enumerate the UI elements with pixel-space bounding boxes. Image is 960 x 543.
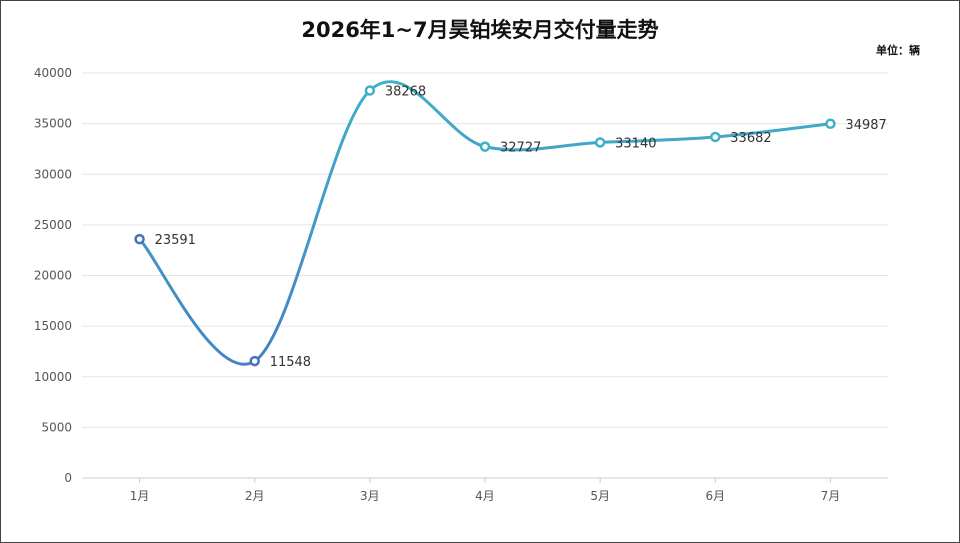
chart-title: 2026年1~7月昊铂埃安月交付量走势 xyxy=(301,18,659,42)
data-label: 34987 xyxy=(845,118,886,133)
y-tick-label: 20000 xyxy=(34,269,72,283)
y-tick-label: 15000 xyxy=(34,319,72,333)
y-tick-label: 30000 xyxy=(34,167,72,181)
x-tick-label: 7月 xyxy=(821,489,841,503)
x-tick-label: 5月 xyxy=(590,489,610,503)
series xyxy=(134,80,836,367)
x-tick-label: 2月 xyxy=(245,489,265,503)
data-label: 32727 xyxy=(500,141,541,156)
data-point[interactable] xyxy=(364,85,376,96)
x-tick-label: 4月 xyxy=(475,489,495,503)
y-axis: 0 5000 10000 15000 20000 25000 30000 35000 40000 xyxy=(34,66,72,485)
data-labels: 23591 11548 38268 32727 33140 33682 34987 xyxy=(155,85,887,371)
unit-label: 单位：辆 xyxy=(876,44,920,57)
data-point[interactable] xyxy=(479,141,491,152)
series-line xyxy=(138,80,832,366)
data-label: 38268 xyxy=(385,85,426,100)
data-point[interactable] xyxy=(594,137,606,148)
data-label: 23591 xyxy=(155,233,196,248)
x-axis: 1月 2月 3月 4月 5月 6月 7月 xyxy=(130,478,840,503)
data-point[interactable] xyxy=(710,131,721,143)
x-tick-label: 3月 xyxy=(360,489,380,503)
data-label: 33682 xyxy=(730,131,771,146)
grid-lines xyxy=(82,72,888,479)
data-label: 11548 xyxy=(270,355,311,370)
y-tick-label: 40000 xyxy=(34,66,72,80)
y-tick-label: 0 xyxy=(64,471,72,485)
y-tick-label: 10000 xyxy=(34,370,72,384)
x-tick-label: 6月 xyxy=(705,489,725,503)
data-point[interactable] xyxy=(825,118,836,130)
data-point[interactable] xyxy=(134,233,145,245)
data-label: 33140 xyxy=(615,136,656,151)
y-tick-label: 5000 xyxy=(41,420,72,434)
x-tick-label: 1月 xyxy=(130,489,150,503)
y-tick-label: 25000 xyxy=(34,218,72,232)
y-tick-label: 35000 xyxy=(34,117,72,131)
data-point[interactable] xyxy=(249,355,260,367)
